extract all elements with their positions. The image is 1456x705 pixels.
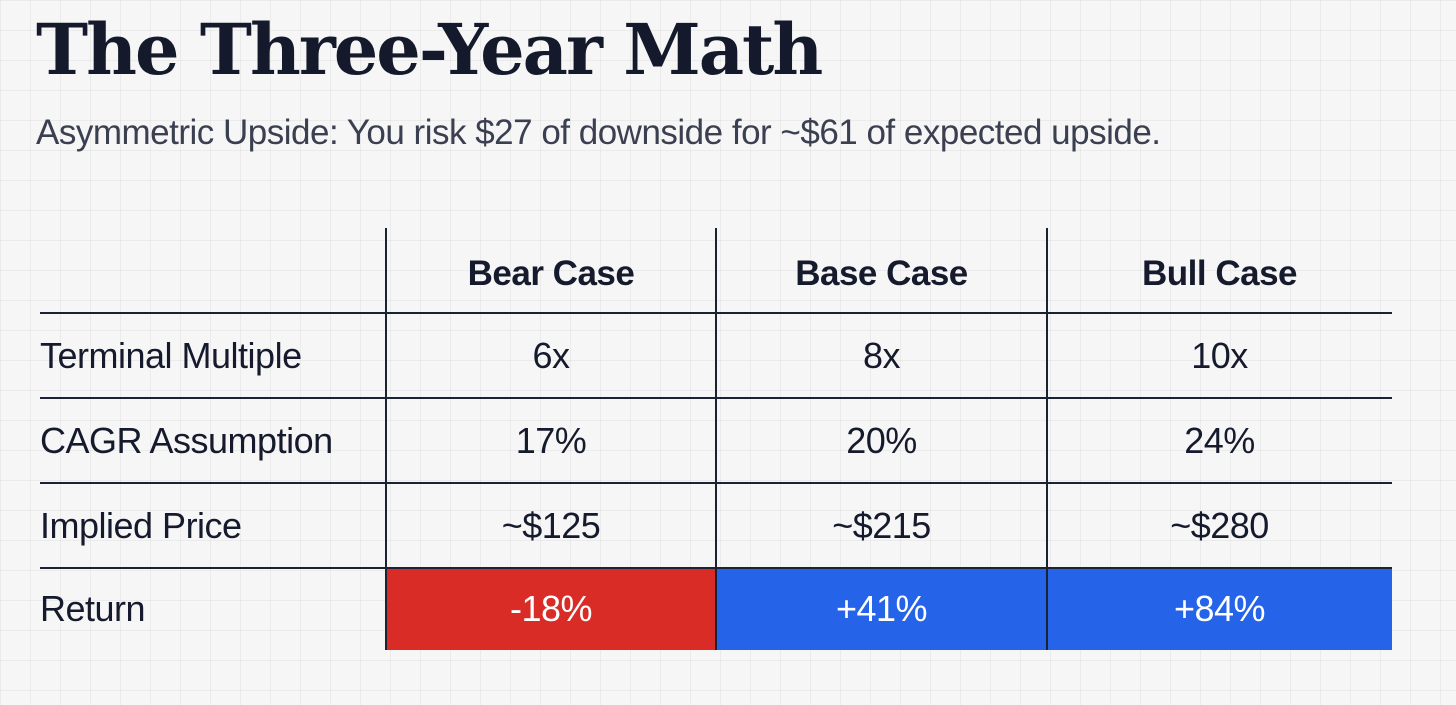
table-header-row: Bear Case Base Case Bull Case	[40, 228, 1392, 313]
column-divider	[385, 228, 387, 650]
row-label: Return	[40, 588, 146, 629]
return-cell-base: +41%	[716, 568, 1047, 650]
table-cell: 24%	[1184, 419, 1255, 461]
table-row-terminal-multiple: Terminal Multiple 6x 8x 10x	[40, 313, 1392, 398]
column-divider	[715, 228, 717, 650]
header-corner-cell	[40, 228, 386, 313]
table-cell: ~$215	[832, 504, 931, 546]
column-header-base-case: Base Case	[795, 253, 968, 293]
return-cell-bull: +84%	[1047, 568, 1392, 650]
table-row-implied-price: Implied Price ~$125 ~$215 ~$280	[40, 483, 1392, 568]
table-cell: ~$125	[501, 504, 601, 546]
row-label: CAGR Assumption	[40, 419, 333, 461]
page-subtitle: Asymmetric Upside: You risk $27 of downs…	[36, 113, 1161, 152]
page-title: The Three-Year Math	[36, 8, 823, 91]
column-header-bull-case: Bull Case	[1142, 253, 1298, 293]
return-cell-bear: -18%	[386, 568, 716, 650]
table-cell: 8x	[862, 334, 901, 376]
table-row-return: Return -18% +41% +84%	[40, 568, 1392, 650]
scenario-table: Bear Case Base Case Bull Case Terminal M…	[40, 228, 1392, 650]
row-label: Terminal Multiple	[40, 334, 302, 376]
table-cell: 10x	[1191, 334, 1248, 376]
table-cell: 6x	[532, 334, 570, 376]
column-divider	[1046, 228, 1048, 650]
row-label: Implied Price	[40, 504, 242, 546]
table-cell: ~$280	[1170, 504, 1269, 546]
table-row-cagr-assumption: CAGR Assumption 17% 20% 24%	[40, 398, 1392, 483]
table-cell: 20%	[846, 419, 917, 461]
column-header-bear-case: Bear Case	[467, 253, 635, 293]
table-cell: 17%	[515, 419, 587, 461]
